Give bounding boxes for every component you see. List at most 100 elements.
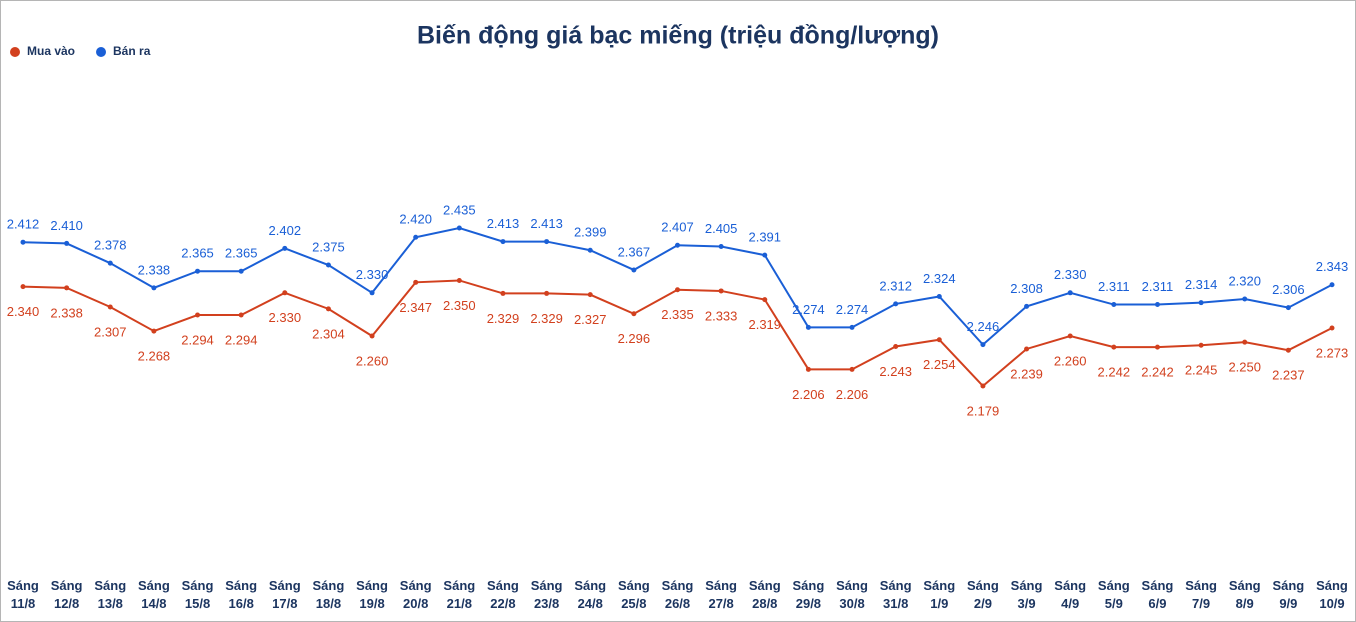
data-label: 2.312 (879, 278, 912, 293)
data-label: 2.330 (269, 310, 302, 325)
x-tick-label: Sáng 10/9 (1316, 578, 1348, 611)
data-label: 2.340 (7, 304, 40, 319)
x-tick-label: Sáng 9/9 (1272, 578, 1305, 611)
point (195, 312, 201, 318)
x-tick-label: Sáng 31/8 (879, 578, 912, 611)
point (1154, 302, 1160, 308)
point (500, 290, 506, 296)
data-label: 2.338 (50, 305, 83, 320)
point (893, 344, 899, 349)
point (1198, 300, 1204, 306)
point (238, 312, 244, 318)
x-tick-label: Sáng 19/8 (356, 578, 388, 611)
data-label: 2.435 (443, 202, 476, 217)
point (282, 245, 288, 251)
data-label: 2.307 (94, 324, 127, 339)
line (22, 279, 1333, 388)
x-tick-label: Sáng 28/8 (748, 578, 781, 611)
x-tick-label: Sáng 13/8 (94, 578, 127, 611)
data-label: 2.314 (1185, 277, 1218, 292)
data-label: 2.327 (574, 312, 607, 327)
data-label: 2.242 (1141, 365, 1174, 380)
x-tick-label: Sáng 27/8 (705, 578, 738, 611)
x-tick-label: Sáng 17/8 (268, 578, 301, 611)
point (282, 290, 288, 296)
data-label: 2.243 (879, 364, 912, 379)
x-tick-label: Sáng 4/9 (1054, 578, 1087, 611)
point (587, 247, 593, 253)
point (151, 285, 157, 291)
point (107, 260, 113, 266)
data-label: 2.329 (487, 311, 520, 326)
point (64, 285, 70, 291)
data-label: 2.412 (7, 217, 40, 232)
point (1329, 282, 1335, 288)
point (936, 294, 942, 300)
point (675, 242, 680, 248)
point (1198, 342, 1204, 348)
x-tick-label: Sáng 22/8 (487, 578, 519, 611)
point (587, 292, 593, 298)
legend-marker (96, 47, 107, 57)
point (369, 333, 375, 339)
data-label: 2.350 (443, 298, 476, 313)
point (544, 239, 550, 245)
point (1067, 333, 1073, 339)
x-tick-label: Sáng 5/9 (1097, 578, 1130, 611)
x-tick-label: Sáng 24/8 (574, 578, 607, 611)
data-label: 2.329 (530, 311, 563, 326)
data-label: 2.319 (748, 317, 781, 332)
point (1067, 290, 1073, 296)
data-label: 2.274 (792, 302, 825, 317)
point (631, 311, 637, 317)
chart-title: Biến động giá bạc miếng (triệu đồng/lượn… (417, 22, 939, 50)
point (369, 290, 375, 296)
point (1154, 344, 1160, 350)
data-label: 2.375 (312, 239, 345, 254)
point (544, 290, 550, 296)
point (980, 383, 986, 389)
data-label: 2.306 (1272, 282, 1305, 297)
data-label: 2.246 (967, 319, 1000, 334)
point (64, 240, 70, 246)
point (238, 268, 244, 274)
point (980, 342, 986, 348)
point (718, 244, 724, 250)
data-label: 2.330 (356, 267, 389, 282)
point (151, 328, 157, 334)
data-label: 2.254 (923, 357, 956, 372)
data-label: 2.239 (1010, 366, 1043, 381)
point (20, 284, 26, 290)
point (456, 277, 462, 283)
data-label: 2.343 (1316, 259, 1349, 274)
x-tick-label: Sáng 2/9 (967, 578, 999, 611)
data-label: 2.260 (356, 353, 389, 368)
data-label: 2.260 (1054, 353, 1087, 368)
data-label: 2.304 (312, 326, 345, 341)
point (936, 337, 942, 343)
point (1111, 344, 1117, 350)
x-tick-label: Sáng 25/8 (617, 578, 650, 611)
point (325, 306, 331, 312)
data-label: 2.399 (574, 225, 607, 240)
x-tick-label: Sáng 7/9 (1185, 578, 1217, 611)
point (1285, 347, 1291, 353)
point (107, 304, 113, 310)
point (325, 262, 331, 268)
data-label: 2.250 (1228, 360, 1261, 375)
data-label: 2.335 (661, 307, 694, 322)
point (631, 267, 637, 273)
x-tick-label: Sáng 23/8 (530, 578, 563, 611)
data-label: 2.338 (138, 262, 171, 277)
x-tick-label: Sáng 26/8 (661, 578, 694, 611)
x-tick-label: Sáng 8/9 (1228, 578, 1261, 611)
data-label: 2.320 (1228, 273, 1261, 288)
data-label: 2.206 (792, 387, 825, 402)
data-label: 2.324 (923, 271, 956, 286)
data-label: 2.365 (225, 246, 258, 261)
data-label: 2.245 (1185, 363, 1218, 378)
x-tick-label: Sáng 20/8 (399, 578, 432, 611)
x-tick-label: Sáng 12/8 (50, 578, 83, 611)
data-label: 2.378 (94, 238, 127, 253)
data-label: 2.402 (269, 223, 302, 238)
